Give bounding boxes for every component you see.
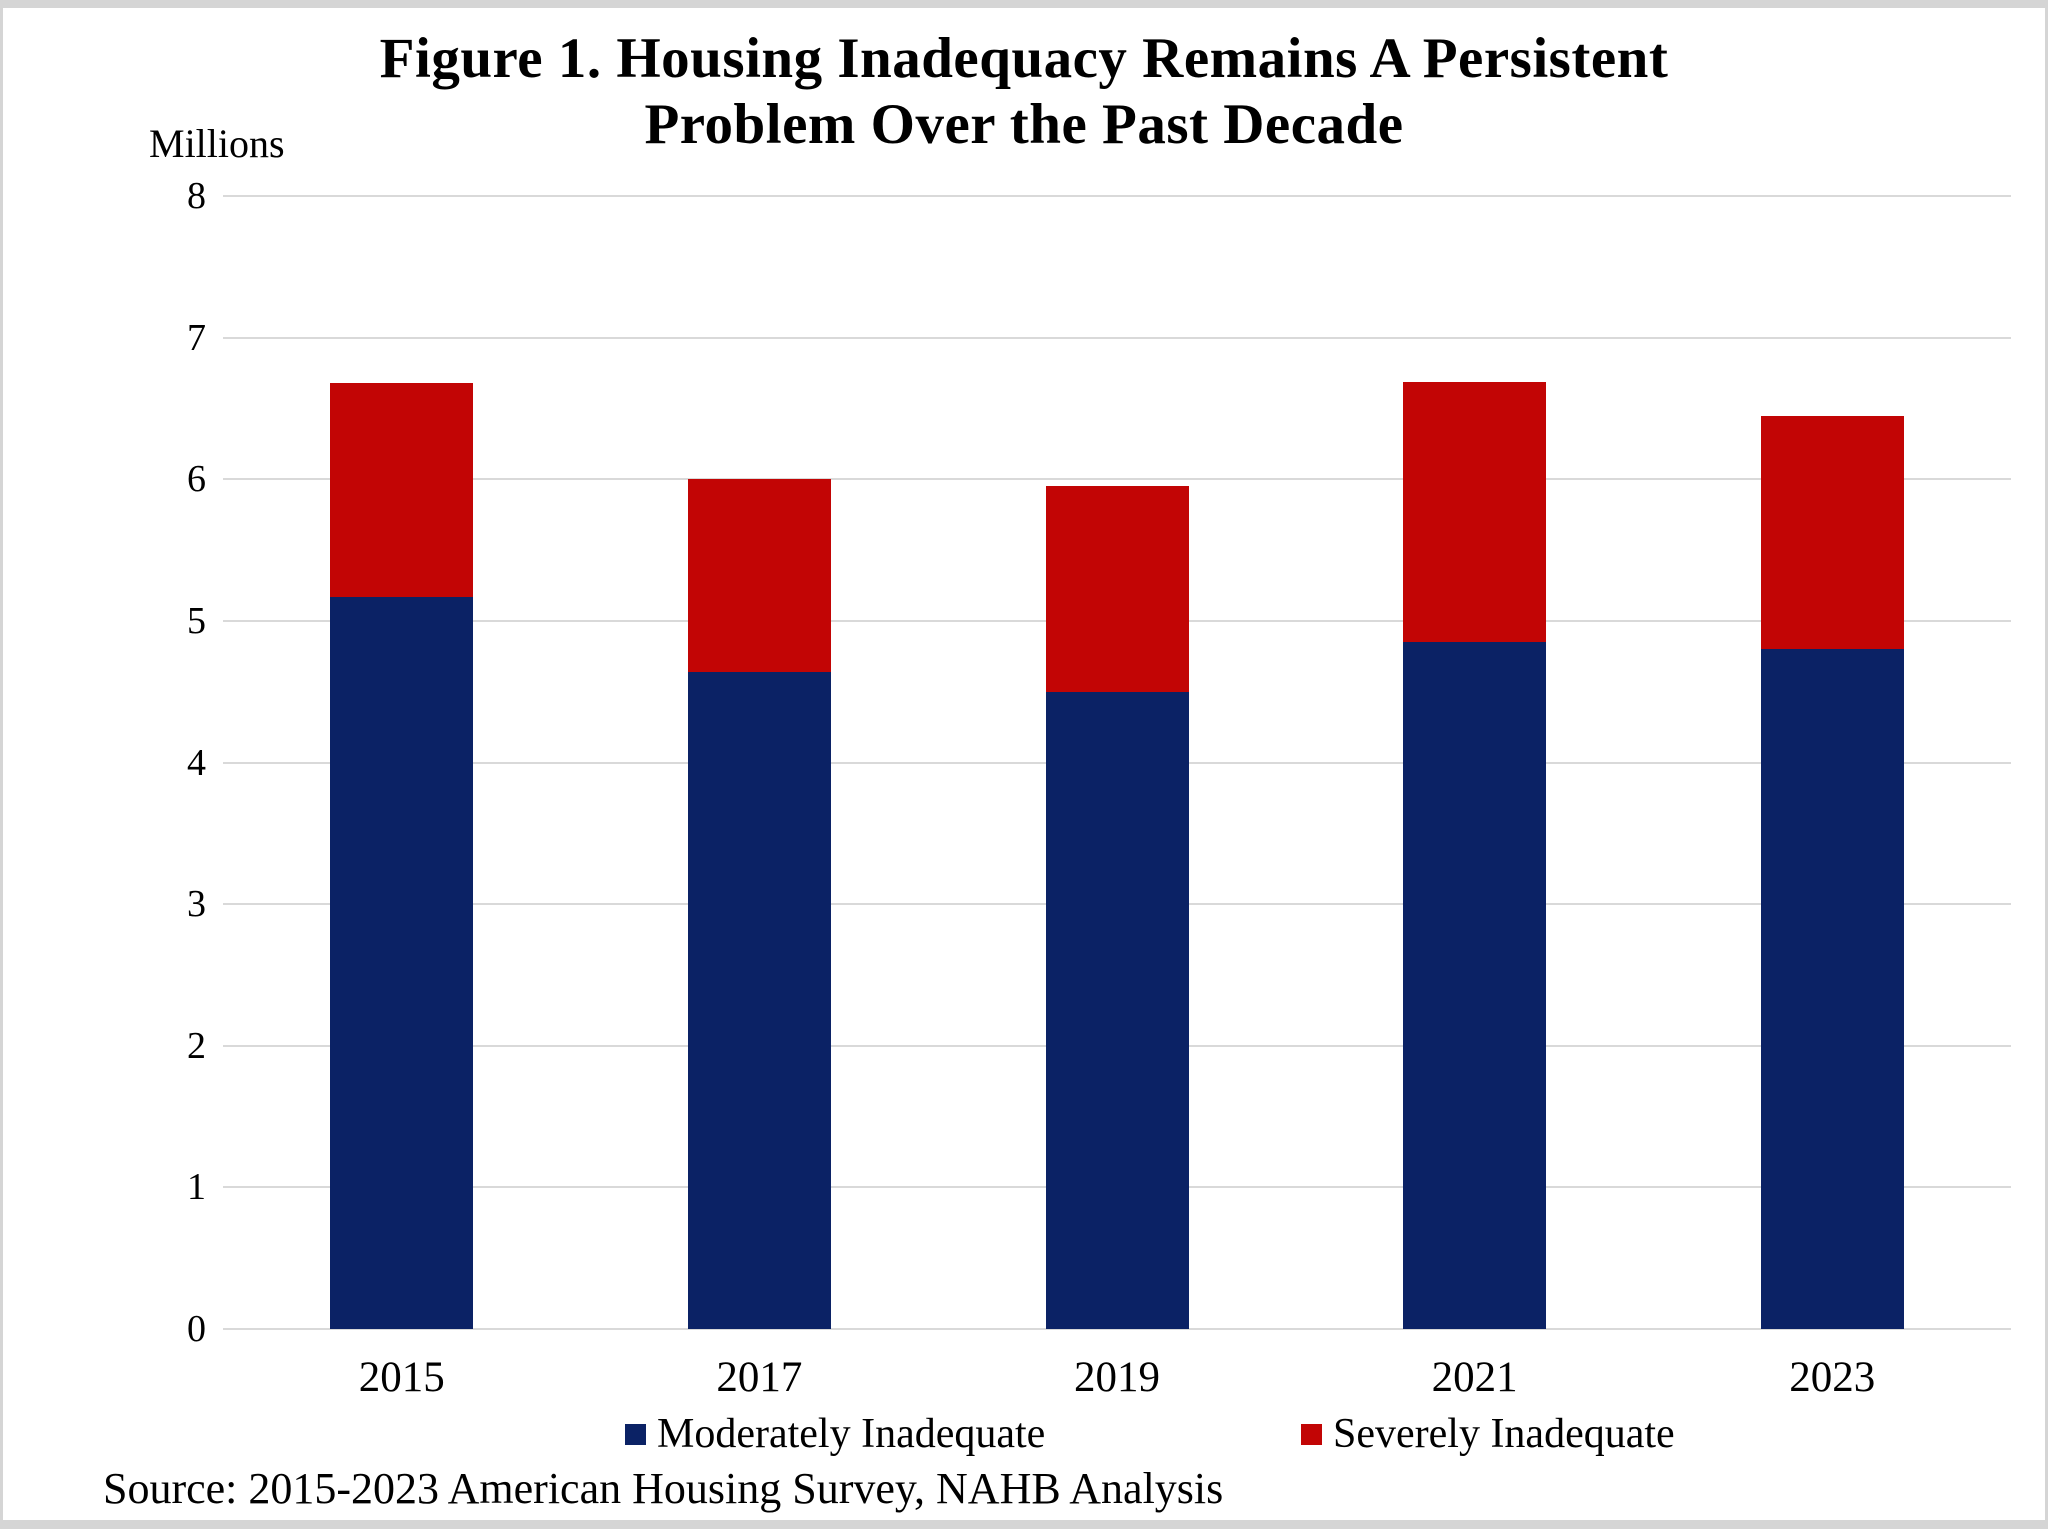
legend-label-moderately-inadequate: Moderately Inadequate <box>657 1411 1046 1457</box>
bar-severely-inadequate-2021 <box>1403 381 1547 643</box>
y-tick-label-1: 1 <box>187 1166 206 1209</box>
plot-area <box>223 195 2011 1330</box>
bar-moderately-inadequate-2023 <box>1760 649 1904 1329</box>
y-tick-label-5: 5 <box>187 599 206 642</box>
gridline-0 <box>223 1328 2011 1330</box>
legend-item-severely-inadequate: Severely Inadequate <box>1301 1410 1675 1458</box>
bar-moderately-inadequate-2021 <box>1403 642 1547 1329</box>
y-axis-unit-label: Millions <box>149 121 285 166</box>
bar-moderately-inadequate-2017 <box>687 671 831 1329</box>
x-tick-label-2019: 2019 <box>1073 1354 1160 1401</box>
bar-moderately-inadequate-2019 <box>1045 691 1189 1329</box>
x-axis-labels: 2015 2017 2019 2021 2023 <box>223 1356 2011 1406</box>
bar-moderately-inadequate-2015 <box>330 596 474 1329</box>
y-tick-label-2: 2 <box>187 1024 206 1067</box>
legend-label-severely-inadequate: Severely Inadequate <box>1333 1411 1675 1457</box>
legend-item-moderately-inadequate: Moderately Inadequate <box>625 1410 1045 1458</box>
y-tick-label-3: 3 <box>187 883 206 926</box>
x-tick-label-2023: 2023 <box>1789 1354 1876 1401</box>
chart-title-line2: Problem Over the Past Decade <box>644 93 1404 157</box>
chart-title-line1: Figure 1. Housing Inadequacy Remains A P… <box>379 27 1669 90</box>
gridline-8 <box>223 195 2011 197</box>
y-tick-label-4: 4 <box>187 741 206 784</box>
y-tick-label-6: 6 <box>187 458 206 501</box>
legend-swatch-severely-inadequate <box>1301 1423 1322 1445</box>
legend-swatch-moderately-inadequate <box>625 1423 646 1445</box>
bar-severely-inadequate-2019 <box>1045 486 1189 692</box>
y-tick-label-0: 0 <box>187 1308 206 1350</box>
bar-severely-inadequate-2023 <box>1760 415 1904 650</box>
y-tick-label-7: 7 <box>187 316 206 359</box>
chart-legend: Moderately Inadequate Severely Inadequate <box>3 1406 2048 1458</box>
y-tick-label-8: 8 <box>187 175 206 217</box>
gridline-7 <box>223 336 2011 339</box>
chart-title: Figure 1. Housing Inadequacy Remains A P… <box>3 26 2045 158</box>
x-tick-label-2021: 2021 <box>1431 1354 1518 1401</box>
x-tick-label-2017: 2017 <box>716 1354 803 1401</box>
bar-severely-inadequate-2015 <box>330 382 474 597</box>
source-note: Source: 2015-2023 American Housing Surve… <box>103 1464 1224 1513</box>
gridline-6 <box>223 478 2011 481</box>
y-axis-tick-labels: 0 1 2 3 4 5 6 7 8 <box>3 177 206 1348</box>
x-tick-label-2015: 2015 <box>358 1354 445 1401</box>
bar-severely-inadequate-2017 <box>687 479 831 672</box>
